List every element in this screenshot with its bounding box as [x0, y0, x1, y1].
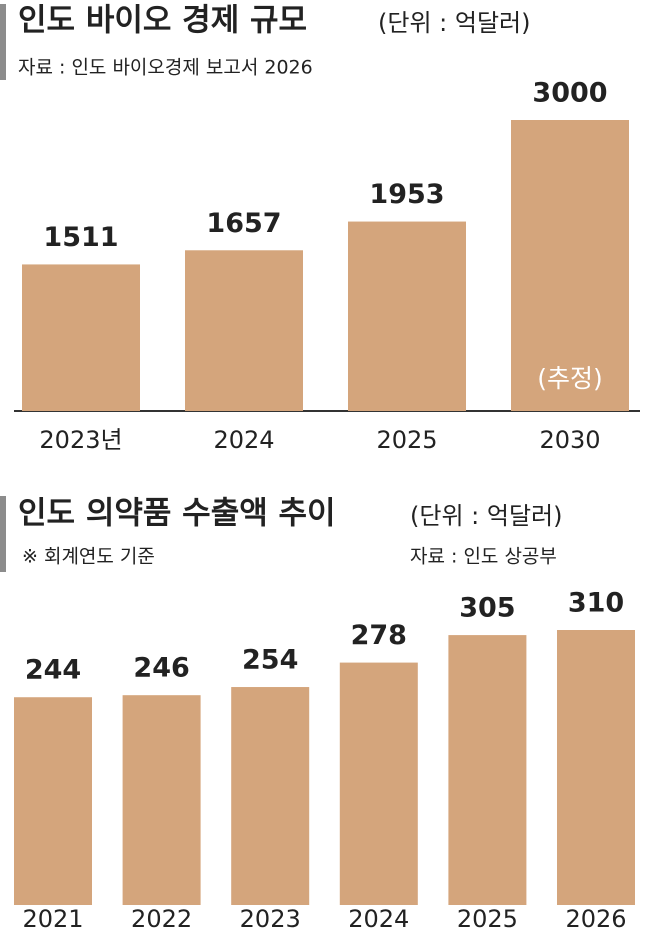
- annotation: (추정): [537, 364, 603, 393]
- bar: [348, 221, 466, 411]
- value-label: 1953: [369, 179, 444, 210]
- x-tick-label: 2024: [348, 905, 409, 933]
- chart-title: 인도 의약품 수출액 추이: [18, 496, 336, 532]
- label-band: [0, 905, 650, 934]
- value-label: 3000: [532, 78, 607, 109]
- x-tick-label: 2026: [565, 905, 626, 933]
- x-tick-label: 2021: [22, 905, 83, 933]
- x-tick-label: 2024: [213, 426, 274, 454]
- x-tick-label: 2025: [376, 426, 437, 454]
- value-label: 244: [25, 655, 81, 686]
- value-label: 1657: [206, 208, 281, 239]
- value-label: 246: [133, 653, 189, 684]
- x-tick-label: 2030: [539, 426, 600, 454]
- bar: [339, 662, 418, 905]
- bar: [185, 250, 303, 411]
- bar: [231, 687, 310, 905]
- unit: (단위 : 억달러): [378, 9, 530, 37]
- x-tick-label: 2025: [457, 905, 518, 933]
- unit: (단위 : 억달러): [410, 502, 562, 530]
- bar: [122, 695, 201, 905]
- value-label: 310: [568, 588, 624, 619]
- title-marker: [0, 496, 6, 572]
- title-marker: [0, 4, 6, 80]
- x-tick-label: 2023: [240, 905, 301, 933]
- bar: [22, 264, 140, 411]
- chart-title: 인도 바이오 경제 규모: [18, 3, 307, 39]
- source: 자료 : 인도 상공부: [410, 546, 557, 568]
- value-label: 1511: [43, 222, 118, 253]
- value-label: 278: [351, 620, 407, 651]
- bar: [511, 120, 629, 411]
- x-tick-label: 2023년: [39, 426, 122, 454]
- value-label: 254: [242, 645, 298, 676]
- note: ※ 회계연도 기준: [22, 546, 155, 568]
- bar: [14, 697, 92, 905]
- value-label: 305: [459, 593, 515, 624]
- bar: [557, 630, 635, 905]
- x-tick-label: 2022: [131, 905, 192, 933]
- source: 자료 : 인도 바이오경제 보고서 2026: [18, 57, 313, 79]
- bar: [448, 635, 527, 905]
